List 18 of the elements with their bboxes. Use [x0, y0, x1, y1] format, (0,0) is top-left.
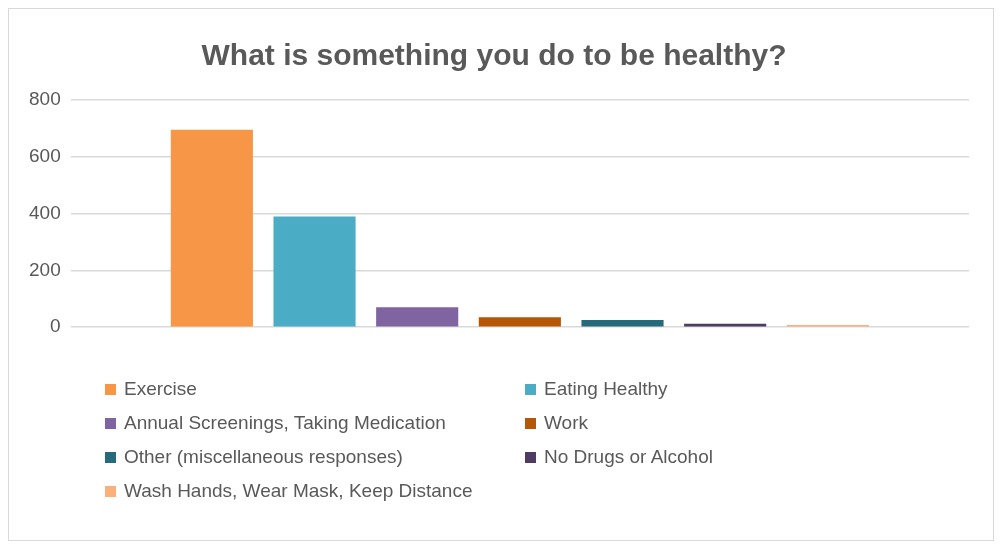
y-tick-label: 400 [29, 201, 61, 223]
legend-label: Annual Screenings, Taking Medication [124, 412, 446, 434]
y-tick-label: 0 [50, 315, 61, 337]
legend-label: Other (miscellaneous responses) [124, 446, 403, 468]
y-tick-label: 200 [29, 258, 61, 280]
legend-label: Exercise [124, 378, 197, 400]
bar [170, 129, 253, 327]
bar [581, 320, 664, 327]
chart-title: What is something you do to be healthy? [201, 38, 787, 72]
legend-label: Wash Hands, Wear Mask, Keep Distance [124, 480, 473, 502]
y-tick-label: 800 [29, 88, 61, 110]
legend-label: No Drugs or Alcohol [544, 446, 713, 468]
bar [376, 307, 459, 327]
bar [273, 216, 356, 327]
y-tick-label: 600 [29, 145, 61, 167]
legend-label: Work [544, 412, 588, 434]
bar [478, 317, 561, 327]
legend-label: Eating Healthy [544, 378, 668, 400]
